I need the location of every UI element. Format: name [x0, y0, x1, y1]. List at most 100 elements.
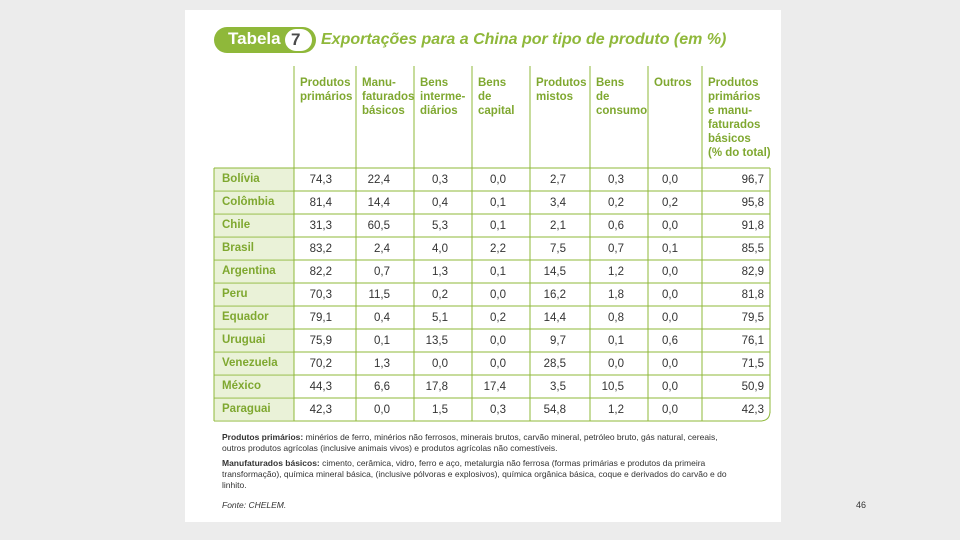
table-cell: 0,0: [608, 358, 624, 370]
table-cell: 0,0: [662, 220, 678, 232]
table-cell: 81,4: [309, 197, 332, 209]
table-cell: 85,5: [741, 243, 764, 255]
table-cell: 22,4: [367, 174, 390, 186]
table-cell: 0,0: [432, 358, 448, 370]
country-name: Argentina: [222, 265, 276, 277]
table-cell: 0,0: [490, 358, 506, 370]
table-badge-number: 7: [291, 30, 301, 49]
country-cell-bg: [214, 260, 294, 282]
country-name: Equador: [222, 311, 269, 323]
table-cell: 91,8: [741, 220, 764, 232]
note-manufactured: Manufaturados básicos: cimento, cerâmica…: [222, 458, 742, 491]
table-cell: 0,0: [490, 335, 506, 347]
column-header: Outros: [654, 77, 692, 89]
table-cell: 0,2: [608, 197, 624, 209]
table-cell: 71,5: [741, 358, 764, 370]
table-cell: 42,3: [309, 404, 332, 416]
table-cell: 2,1: [550, 220, 566, 232]
page-number: 46: [856, 500, 867, 510]
table-cell: 82,9: [741, 266, 764, 278]
column-header: Bens de capital: [478, 77, 515, 117]
country-name: Paraguai: [222, 403, 271, 415]
country-name: México: [222, 380, 261, 392]
table-cell: 7,5: [550, 243, 566, 255]
table-cell: 79,5: [741, 312, 764, 324]
note-manufactured-text: cimento, cerâmica, vidro, ferro e aço, m…: [222, 458, 727, 490]
country-cell-bg: [214, 375, 294, 397]
table-cell: 1,2: [608, 266, 624, 278]
country-cell-bg: [214, 329, 294, 351]
country-name: Brasil: [222, 242, 254, 254]
table-cell: 2,4: [374, 243, 390, 255]
table-cell: 0,2: [662, 197, 678, 209]
table-cell: 0,4: [432, 197, 448, 209]
table-cell: 0,7: [608, 243, 624, 255]
table-title: Exportações para a China por tipo de pro…: [321, 31, 727, 48]
table-cell: 0,1: [490, 266, 506, 278]
note-manufactured-label: Manufaturados básicos:: [222, 458, 320, 468]
table-cell: 1,5: [432, 404, 448, 416]
column-header: Produtos primários: [300, 77, 353, 103]
table-cell: 1,3: [374, 358, 390, 370]
country-cell-bg: [214, 283, 294, 305]
table-cell: 0,8: [608, 312, 624, 324]
table-cell: 3,5: [550, 381, 566, 393]
table-cell: 83,2: [309, 243, 332, 255]
table-cell: 50,9: [741, 381, 764, 393]
country-cell-bg: [214, 191, 294, 213]
table-cell: 17,4: [483, 381, 506, 393]
table-cell: 16,2: [543, 289, 566, 301]
table-cell: 9,7: [550, 335, 566, 347]
table-cell: 13,5: [425, 335, 448, 347]
table-cell: 5,1: [432, 312, 448, 324]
table-cell: 82,2: [309, 266, 332, 278]
column-header: Produtos primários e manu- faturados bás…: [708, 77, 771, 159]
table-cell: 0,0: [374, 404, 390, 416]
table-cell: 0,6: [662, 335, 678, 347]
country-name: Bolívia: [222, 173, 260, 185]
table-cell: 0,6: [608, 220, 624, 232]
table-cell: 0,7: [374, 266, 390, 278]
table-cell: 0,0: [490, 289, 506, 301]
country-cell-bg: [214, 352, 294, 374]
table-cell: 14,4: [367, 197, 390, 209]
country-name: Chile: [222, 219, 251, 231]
table-cell: 0,0: [662, 289, 678, 301]
table-cell: 75,9: [309, 335, 332, 347]
table-cell: 0,4: [374, 312, 390, 324]
column-header: Manu- faturados básicos: [362, 77, 415, 117]
table-cell: 0,3: [608, 174, 624, 186]
country-name: Colômbia: [222, 196, 275, 208]
table-cell: 95,8: [741, 197, 764, 209]
table-cell: 0,0: [662, 312, 678, 324]
table-cell: 10,5: [601, 381, 624, 393]
table-cell: 44,3: [309, 381, 332, 393]
table-cell: 0,0: [662, 358, 678, 370]
table-cell: 3,4: [550, 197, 566, 209]
note-primary: Produtos primários: minérios de ferro, m…: [222, 432, 742, 454]
table-cell: 1,2: [608, 404, 624, 416]
country-cell-bg: [214, 398, 294, 420]
table-cell: 79,1: [309, 312, 332, 324]
country-cell-bg: [214, 237, 294, 259]
table-cell: 0,2: [490, 312, 506, 324]
table-cell: 17,8: [425, 381, 448, 393]
table-cell: 28,5: [543, 358, 566, 370]
country-name: Uruguai: [222, 334, 266, 346]
country-name: Peru: [222, 288, 248, 300]
table-cell: 2,2: [490, 243, 506, 255]
note-primary-label: Produtos primários:: [222, 432, 304, 442]
table-notes: Produtos primários: minérios de ferro, m…: [222, 432, 742, 495]
table-cell: 81,8: [741, 289, 764, 301]
table-cell: 14,5: [543, 266, 566, 278]
source-note: Fonte: CHELEM.: [222, 500, 287, 510]
table-cell: 0,1: [608, 335, 624, 347]
table-cell: 14,4: [543, 312, 566, 324]
table-cell: 76,1: [741, 335, 764, 347]
column-header: Bens de consumo: [596, 77, 648, 117]
table-cell: 0,1: [490, 197, 506, 209]
table-cell: 0,1: [374, 335, 390, 347]
table-cell: 74,3: [309, 174, 332, 186]
table-cell: 0,3: [432, 174, 448, 186]
table-cell: 54,8: [543, 404, 566, 416]
